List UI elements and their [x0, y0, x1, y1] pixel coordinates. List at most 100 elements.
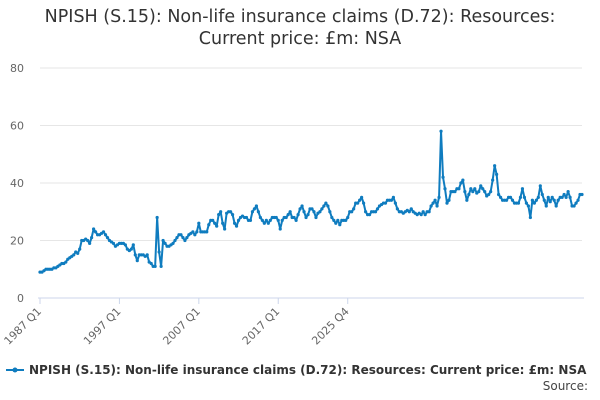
- data-point[interactable]: [320, 207, 324, 211]
- data-point[interactable]: [554, 204, 558, 208]
- data-point[interactable]: [469, 187, 473, 191]
- data-point[interactable]: [429, 204, 433, 208]
- data-point[interactable]: [211, 218, 215, 222]
- data-point[interactable]: [76, 251, 80, 256]
- data-point[interactable]: [568, 195, 572, 199]
- data-point[interactable]: [101, 230, 106, 234]
- data-point[interactable]: [123, 243, 127, 247]
- data-point[interactable]: [427, 210, 431, 214]
- data-point[interactable]: [197, 221, 201, 225]
- data-point[interactable]: [86, 238, 90, 243]
- data-point[interactable]: [481, 187, 485, 191]
- data-point[interactable]: [159, 264, 163, 268]
- data-point[interactable]: [358, 198, 362, 202]
- data-point[interactable]: [157, 250, 161, 254]
- data-point[interactable]: [479, 184, 483, 188]
- data-point[interactable]: [223, 227, 227, 231]
- data-point[interactable]: [284, 215, 288, 220]
- data-point[interactable]: [439, 129, 443, 133]
- data-point[interactable]: [256, 210, 260, 214]
- data-point[interactable]: [497, 192, 501, 197]
- data-point[interactable]: [250, 210, 255, 214]
- data-point[interactable]: [260, 218, 264, 222]
- data-point[interactable]: [278, 227, 282, 231]
- data-point[interactable]: [330, 215, 334, 220]
- legend[interactable]: NPISH (S.15): Non-life insurance claims …: [6, 362, 586, 378]
- data-point[interactable]: [352, 207, 356, 211]
- data-point[interactable]: [463, 190, 467, 194]
- data-point[interactable]: [409, 207, 413, 211]
- data-point[interactable]: [407, 210, 411, 214]
- data-point[interactable]: [580, 192, 584, 197]
- data-point[interactable]: [477, 190, 481, 194]
- data-point[interactable]: [459, 181, 463, 185]
- data-point[interactable]: [304, 215, 308, 220]
- data-point[interactable]: [447, 198, 451, 202]
- data-point[interactable]: [544, 204, 548, 208]
- data-point[interactable]: [528, 215, 532, 220]
- data-point[interactable]: [443, 187, 447, 191]
- data-point[interactable]: [276, 218, 280, 222]
- data-point[interactable]: [217, 213, 221, 217]
- data-point[interactable]: [383, 201, 388, 205]
- data-point[interactable]: [538, 184, 542, 188]
- data-point[interactable]: [262, 221, 266, 225]
- data-point[interactable]: [437, 195, 441, 199]
- data-point[interactable]: [312, 210, 316, 214]
- data-point[interactable]: [542, 198, 546, 202]
- data-point[interactable]: [435, 204, 439, 208]
- data-point[interactable]: [153, 264, 157, 268]
- data-point[interactable]: [234, 224, 239, 228]
- data-point[interactable]: [131, 243, 135, 247]
- data-point[interactable]: [526, 204, 530, 208]
- data-point[interactable]: [314, 215, 318, 220]
- data-point[interactable]: [236, 218, 241, 222]
- data-point[interactable]: [562, 192, 566, 197]
- data-point[interactable]: [252, 207, 257, 211]
- data-point[interactable]: [298, 207, 302, 211]
- data-point[interactable]: [552, 198, 556, 202]
- data-point[interactable]: [336, 218, 340, 222]
- data-point[interactable]: [471, 190, 475, 194]
- data-point[interactable]: [499, 195, 503, 199]
- data-point[interactable]: [322, 204, 326, 208]
- data-point[interactable]: [346, 215, 350, 220]
- data-point[interactable]: [133, 253, 137, 257]
- data-point[interactable]: [546, 195, 550, 199]
- data-point[interactable]: [288, 210, 292, 214]
- data-point[interactable]: [338, 223, 342, 227]
- data-point[interactable]: [518, 195, 523, 199]
- data-point[interactable]: [548, 200, 552, 204]
- data-point[interactable]: [516, 201, 521, 205]
- data-point[interactable]: [489, 190, 493, 194]
- data-point[interactable]: [326, 204, 330, 208]
- data-point[interactable]: [64, 260, 68, 264]
- data-point[interactable]: [173, 238, 177, 243]
- data-point[interactable]: [328, 210, 332, 214]
- data-point[interactable]: [391, 195, 395, 199]
- data-point[interactable]: [135, 259, 139, 263]
- data-point[interactable]: [487, 192, 491, 197]
- data-point[interactable]: [185, 236, 189, 240]
- data-point[interactable]: [421, 210, 425, 214]
- data-point[interactable]: [149, 261, 153, 266]
- data-point[interactable]: [332, 218, 336, 222]
- data-point[interactable]: [248, 218, 253, 222]
- data-point[interactable]: [473, 187, 477, 191]
- data-point[interactable]: [215, 224, 219, 228]
- data-point[interactable]: [536, 195, 540, 199]
- data-point[interactable]: [510, 198, 515, 202]
- data-point[interactable]: [300, 204, 304, 208]
- data-point[interactable]: [205, 230, 209, 234]
- data-point[interactable]: [161, 238, 165, 243]
- data-point[interactable]: [522, 195, 527, 199]
- data-point[interactable]: [228, 210, 233, 214]
- data-point[interactable]: [483, 190, 487, 194]
- data-point[interactable]: [375, 207, 380, 211]
- data-point[interactable]: [179, 233, 183, 237]
- data-point[interactable]: [461, 178, 465, 182]
- data-point[interactable]: [534, 198, 538, 202]
- data-point[interactable]: [360, 195, 364, 199]
- data-point[interactable]: [292, 215, 296, 220]
- data-point[interactable]: [254, 204, 259, 208]
